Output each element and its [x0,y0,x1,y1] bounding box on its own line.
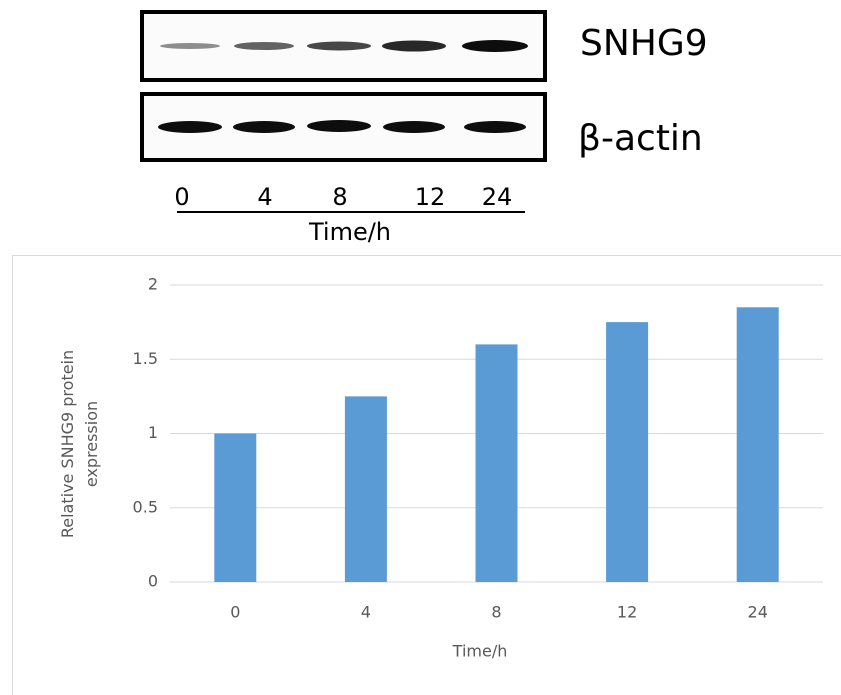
x-axis-title: Time/h [452,642,508,661]
y-tick-label: 1.5 [133,349,158,368]
figure: SNHG9 β-actin Time/h Time/h 048122400.51… [0,0,841,695]
x-tick-label: 8 [491,603,501,622]
bar [476,344,518,582]
blot-x-label: Time/h [308,218,391,246]
y-tick-label: 0 [148,572,158,591]
band [383,121,445,133]
lane-label: 0 [174,183,189,211]
lane-label: 12 [415,183,446,211]
blot-row-label: SNHG9 [580,23,708,64]
page: SNHG9 β-actin Time/h Time/h 048122400.51… [0,0,841,695]
band [462,40,528,52]
x-tick-label: 24 [748,603,768,622]
lane-label: 8 [332,183,347,211]
bar [737,307,779,582]
band [307,42,371,51]
band [160,43,220,49]
x-tick-label: 12 [617,603,637,622]
band [234,42,294,50]
bar [345,396,387,582]
band [307,120,371,132]
y-tick-label: 1 [148,423,158,442]
chart-frame [13,256,841,695]
band [464,121,526,133]
lane-label: 24 [482,183,513,211]
y-axis-title: Relative SNHG9 protein expression [56,314,104,574]
x-tick-label: 0 [230,603,240,622]
band [233,121,295,133]
y-tick-label: 0.5 [133,497,158,516]
y-tick-label: 2 [148,275,158,294]
bar [606,322,648,582]
lane-label: 4 [257,183,272,211]
x-tick-label: 4 [361,603,371,622]
blot-row-label: β-actin [578,118,703,159]
band [158,121,222,133]
band [382,41,446,52]
bar [214,434,256,583]
